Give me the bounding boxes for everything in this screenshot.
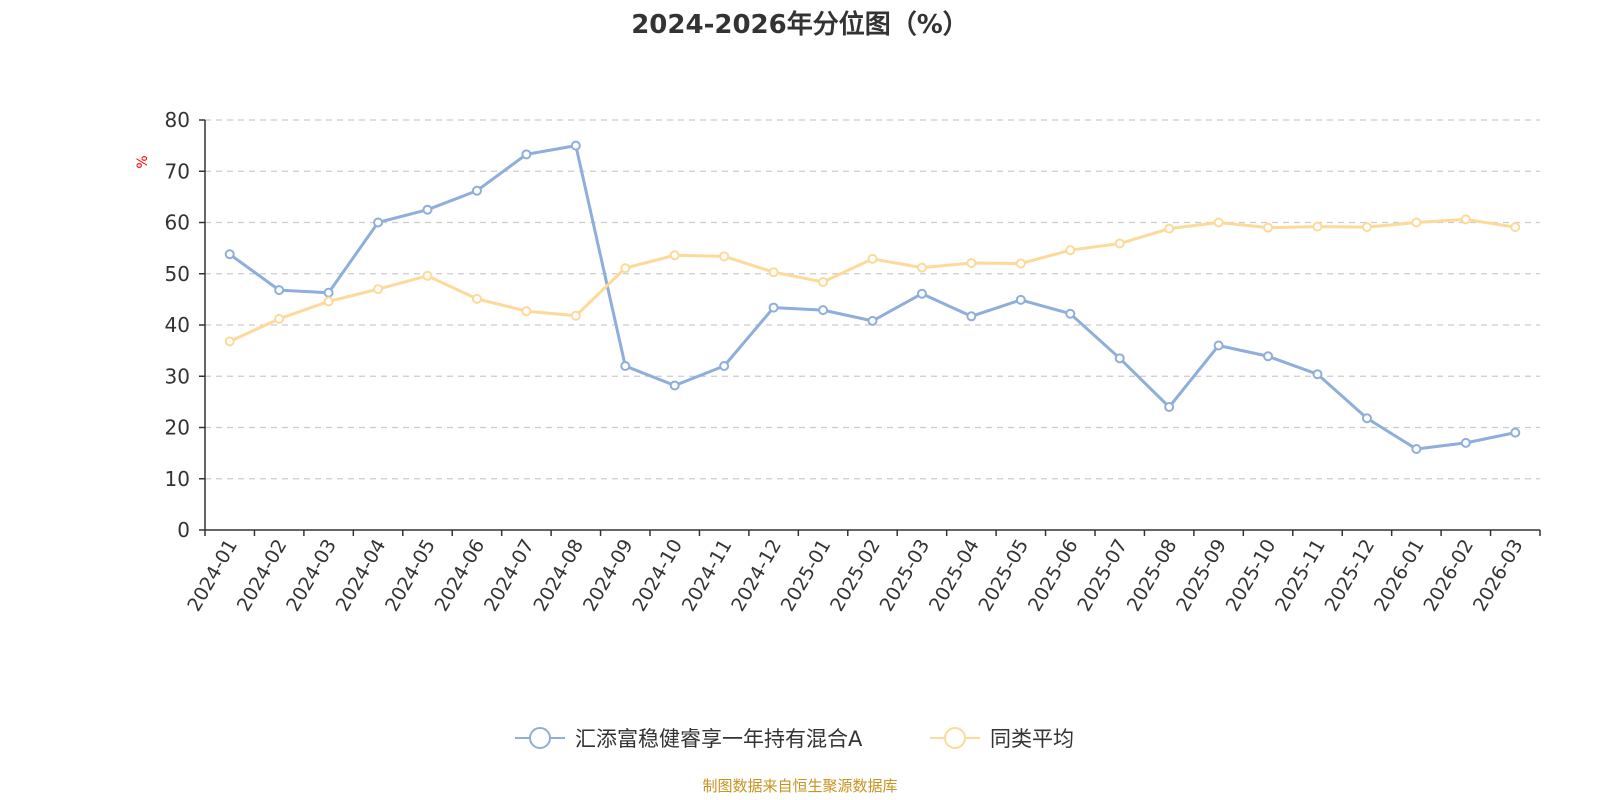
data-point: [570, 140, 581, 151]
data-point: [1015, 294, 1026, 305]
data-point: [224, 336, 235, 347]
legend-label: 汇添富稳健睿享一年持有混合A: [575, 727, 863, 751]
data-point: [1114, 238, 1125, 249]
y-tick-label: 0: [177, 518, 190, 542]
data-point: [1164, 223, 1175, 234]
data-point: [818, 276, 829, 287]
data-point: [669, 380, 680, 391]
data-point: [916, 262, 927, 273]
data-point: [1312, 221, 1323, 232]
data-point: [570, 310, 581, 321]
data-point: [1065, 308, 1076, 319]
data-point: [1361, 413, 1372, 424]
data-point: [916, 288, 927, 299]
data-point: [1263, 351, 1274, 362]
data-point: [471, 293, 482, 304]
series-lines: [224, 140, 1521, 455]
data-point: [1114, 353, 1125, 364]
data-point: [224, 249, 235, 260]
data-point: [719, 251, 730, 262]
data-point: [1361, 222, 1372, 233]
data-point: [521, 306, 532, 317]
legend-item-1[interactable]: 汇添富稳健睿享一年持有混合A: [515, 727, 863, 751]
data-point: [768, 302, 779, 313]
series-line-1: [228, 144, 1516, 451]
y-tick-label: 80: [165, 108, 190, 132]
legend-label: 同类平均: [990, 727, 1074, 751]
y-tick-label: 10: [165, 467, 190, 491]
y-axis-ticks: 0 10 20 30 40 50 60 70 80: [165, 108, 205, 542]
data-point: [1015, 258, 1026, 269]
data-point: [966, 311, 977, 322]
data-point: [669, 250, 680, 261]
data-point: [521, 149, 532, 160]
y-tick-label: 60: [165, 211, 190, 235]
legend[interactable]: 汇添富稳健睿享一年持有混合A 同类平均: [515, 727, 1074, 751]
data-point: [1312, 369, 1323, 380]
legend-marker: [944, 727, 966, 749]
data-point: [1510, 427, 1521, 438]
x-tick-label: 2026-03: [1469, 536, 1528, 616]
y-axis-label: %: [135, 155, 151, 168]
data-point: [867, 253, 878, 264]
y-tick-label: 20: [165, 416, 190, 440]
legend-marker: [529, 727, 551, 749]
data-point: [1164, 402, 1175, 412]
data-point: [1213, 217, 1224, 228]
data-point: [471, 185, 482, 196]
data-point: [1411, 444, 1422, 455]
data-point: [1460, 437, 1471, 448]
data-point: [274, 285, 285, 296]
data-point: [373, 284, 384, 295]
data-point: [323, 296, 334, 307]
data-point: [620, 361, 631, 371]
data-point: [768, 267, 779, 278]
y-tick-label: 40: [165, 313, 190, 337]
data-point: [274, 313, 285, 324]
data-point: [1460, 214, 1471, 225]
chart-title: 2024-2026年分位图（%）: [631, 9, 969, 40]
data-point: [620, 263, 631, 274]
data-point: [422, 204, 433, 215]
source-note: 制图数据来自恒生聚源数据库: [702, 777, 897, 795]
data-point: [966, 257, 977, 268]
x-axis-ticks: 2024-012024-022024-032024-042024-052024-…: [183, 530, 1541, 616]
data-point: [323, 287, 334, 298]
data-point: [422, 270, 433, 281]
y-tick-label: 50: [165, 262, 190, 286]
data-point: [373, 217, 384, 228]
grid-lines: [205, 119, 1540, 480]
y-tick-label: 70: [165, 159, 190, 183]
data-point: [818, 305, 829, 316]
data-point: [867, 315, 878, 326]
data-point: [1411, 217, 1422, 228]
data-point: [1263, 222, 1274, 233]
y-tick-label: 30: [165, 364, 190, 388]
legend-item-2[interactable]: 同类平均: [930, 727, 1074, 751]
data-point: [1065, 245, 1076, 256]
data-point: [1213, 340, 1224, 351]
data-point: [1510, 222, 1521, 233]
data-point: [719, 361, 730, 371]
